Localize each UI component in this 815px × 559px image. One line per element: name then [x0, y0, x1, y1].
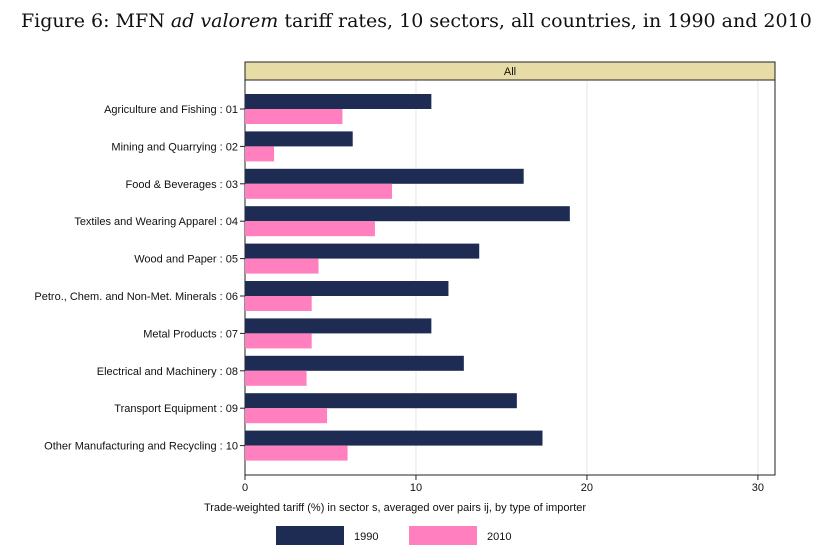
bar-2010: [245, 183, 393, 199]
x-axis-label: Trade-weighted tariff (%) in sector s, a…: [204, 502, 586, 514]
legend-swatch-2010: [409, 526, 477, 545]
category-label: Food & Beverages : 03: [125, 179, 238, 191]
bar-1990: [245, 131, 353, 147]
bar-2010: [245, 221, 375, 237]
bar-1990: [245, 281, 449, 296]
x-tick-label: 0: [242, 482, 248, 494]
category-label: Textiles and Wearing Apparel : 04: [74, 216, 238, 228]
x-tick-label: 20: [581, 482, 593, 494]
bar-1990: [245, 243, 480, 259]
legend-label-2010: 2010: [487, 531, 511, 543]
bar-2010: [245, 408, 328, 424]
bars: [245, 94, 570, 461]
figure-title-prefix: Figure 6: MFN: [21, 10, 171, 32]
category-label: Agriculture and Fishing : 01: [104, 104, 238, 116]
bar-1990: [245, 355, 464, 371]
bar-2010: [245, 296, 312, 311]
figure-title-emphasis: ad valorem: [170, 10, 279, 32]
category-label: Metal Products : 07: [143, 328, 238, 340]
category-label: Petro., Chem. and Non-Met. Minerals : 06: [34, 291, 238, 303]
category-label: Electrical and Machinery : 08: [97, 366, 238, 378]
category-labels: Agriculture and Fishing : 01 Mining and Q…: [34, 104, 245, 453]
plot-area: [244, 79, 776, 476]
category-label: Other Manufacturing and Recycling : 10: [44, 441, 238, 453]
bar-2010: [245, 370, 307, 386]
panel-label: All: [504, 66, 516, 78]
bar-1990: [245, 94, 432, 109]
bar-1990: [245, 318, 432, 334]
bar-2010: [245, 333, 312, 349]
category-label: Transport Equipment : 09: [114, 403, 238, 415]
legend: 1990 2010: [276, 526, 511, 545]
figure-title: Figure 6: MFN ad valorem tariff rates, 1…: [21, 10, 812, 32]
grid-lines: [415, 81, 759, 474]
category-label: Mining and Quarrying : 02: [111, 141, 238, 153]
legend-swatch-1990: [276, 526, 344, 545]
category-label: Wood and Paper : 05: [134, 254, 238, 266]
x-tick-label: 30: [752, 482, 764, 494]
x-axis: 0 10 20 30: [242, 475, 764, 494]
bar-1990: [245, 393, 517, 409]
bar-2010: [245, 445, 348, 461]
bar-2010: [245, 146, 275, 162]
bar-2010: [245, 258, 319, 274]
x-tick-label: 10: [410, 482, 422, 494]
bar-1990: [245, 430, 543, 446]
legend-label-1990: 1990: [354, 531, 378, 543]
bar-2010: [245, 109, 343, 124]
bar-1990: [245, 206, 570, 222]
bar-1990: [245, 168, 524, 184]
figure-title-suffix: tariff rates, 10 sectors, all countries,…: [278, 10, 812, 32]
